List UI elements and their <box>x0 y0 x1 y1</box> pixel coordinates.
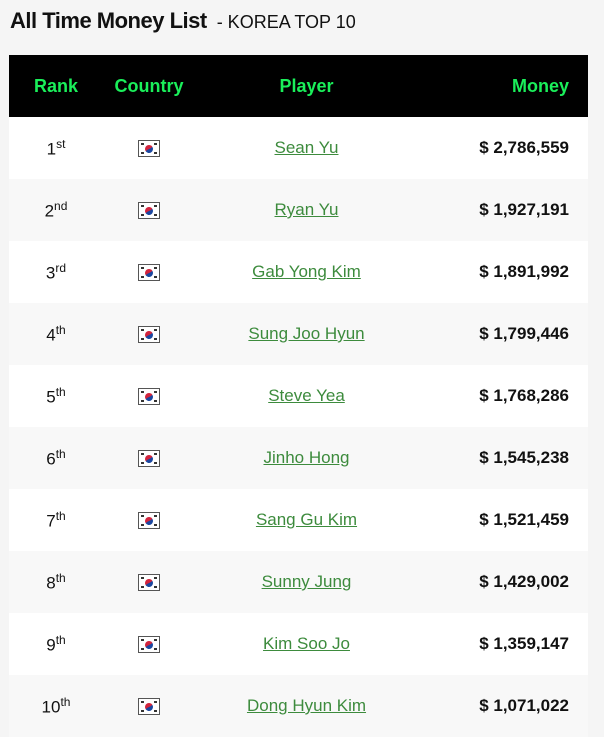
south-korea-flag-icon <box>138 388 160 406</box>
table-row: 1st Sean Yu $ 2,786,559 <box>9 117 588 179</box>
south-korea-flag-icon <box>138 326 160 344</box>
country-cell <box>103 489 195 551</box>
rank-cell: 10th <box>9 675 103 737</box>
south-korea-flag-icon <box>138 574 160 592</box>
player-cell: Sean Yu <box>195 117 418 179</box>
player-link[interactable]: Dong Hyun Kim <box>246 696 367 715</box>
table-row: 5th Steve Yea $ 1,768,286 <box>9 365 588 427</box>
rank-number: 6 <box>46 449 56 469</box>
country-cell <box>103 303 195 365</box>
rank-number: 9 <box>46 635 56 655</box>
country-cell <box>103 675 195 737</box>
player-cell: Dong Hyun Kim <box>195 675 418 737</box>
country-cell <box>103 427 195 489</box>
player-link[interactable]: Kim Soo Jo <box>263 634 350 653</box>
rank-cell: 2nd <box>9 179 103 241</box>
money-cell: $ 1,768,286 <box>418 365 588 427</box>
money-cell: $ 1,429,002 <box>418 551 588 613</box>
money-cell: $ 1,545,238 <box>418 427 588 489</box>
rank-number: 4 <box>46 325 56 345</box>
header-rank: Rank <box>9 55 103 117</box>
table-row: 3rd Gab Yong Kim $ 1,891,992 <box>9 241 588 303</box>
rank-suffix: th <box>60 694 71 709</box>
header-player: Player <box>195 55 418 117</box>
rank-cell: 1st <box>9 117 103 179</box>
rank-cell: 5th <box>9 365 103 427</box>
rank-suffix: rd <box>55 260 67 275</box>
country-cell <box>103 179 195 241</box>
country-cell <box>103 365 195 427</box>
player-link[interactable]: Jinho Hong <box>263 448 350 467</box>
rank-cell: 8th <box>9 551 103 613</box>
rank-number: 10 <box>41 697 61 717</box>
money-cell: $ 1,521,459 <box>418 489 588 551</box>
rank-cell: 3rd <box>9 241 103 303</box>
south-korea-flag-icon <box>138 450 160 468</box>
rank-number: 7 <box>46 511 56 531</box>
south-korea-flag-icon <box>138 264 160 282</box>
country-cell <box>103 613 195 675</box>
rank-suffix: th <box>55 322 66 337</box>
table-header: Rank Country Player Money <box>9 55 588 117</box>
money-cell: $ 2,786,559 <box>418 117 588 179</box>
rank-suffix: th <box>55 632 66 647</box>
player-cell: Ryan Yu <box>195 179 418 241</box>
header-money: Money <box>418 55 588 117</box>
table-row: 8th Sunny Jung $ 1,429,002 <box>9 551 588 613</box>
rank-suffix: th <box>55 384 66 399</box>
south-korea-flag-icon <box>138 698 160 716</box>
rank-suffix: th <box>55 446 66 461</box>
table-row: 9th Kim Soo Jo $ 1,359,147 <box>9 613 588 675</box>
player-link[interactable]: Sunny Jung <box>261 572 352 591</box>
rank-number: 8 <box>46 573 56 593</box>
country-cell <box>103 551 195 613</box>
money-list-table: Rank Country Player Money 1st Sean Yu $ … <box>9 55 588 737</box>
money-cell: $ 1,927,191 <box>418 179 588 241</box>
rank-number: 2 <box>44 201 55 221</box>
south-korea-flag-icon <box>138 636 160 654</box>
table-row: 10th Dong Hyun Kim $ 1,071,022 <box>9 675 588 737</box>
player-cell: Sang Gu Kim <box>195 489 418 551</box>
player-cell: Gab Yong Kim <box>195 241 418 303</box>
rank-number: 5 <box>46 387 56 407</box>
rank-suffix: th <box>55 508 66 523</box>
rank-cell: 9th <box>9 613 103 675</box>
rank-suffix: th <box>55 570 66 585</box>
player-link[interactable]: Gab Yong Kim <box>252 262 361 281</box>
player-cell: Steve Yea <box>195 365 418 427</box>
player-cell: Sung Joo Hyun <box>195 303 418 365</box>
player-link[interactable]: Ryan Yu <box>274 200 339 219</box>
subtitle-text: - KOREA TOP 10 <box>216 12 356 32</box>
table-row: 4th Sung Joo Hyun $ 1,799,446 <box>9 303 588 365</box>
rank-number: 1 <box>46 139 57 159</box>
rank-suffix: nd <box>54 198 68 213</box>
player-link[interactable]: Sean Yu <box>274 138 339 157</box>
south-korea-flag-icon <box>138 512 160 530</box>
country-cell <box>103 241 195 303</box>
money-cell: $ 1,891,992 <box>418 241 588 303</box>
header-country: Country <box>103 55 195 117</box>
money-cell: $ 1,359,147 <box>418 613 588 675</box>
player-link[interactable]: Sang Gu Kim <box>255 510 358 529</box>
title-text: All Time Money List <box>10 8 207 33</box>
rank-cell: 4th <box>9 303 103 365</box>
player-cell: Sunny Jung <box>195 551 418 613</box>
rank-number: 3 <box>45 263 56 283</box>
table-row: 6th Jinho Hong $ 1,545,238 <box>9 427 588 489</box>
player-link[interactable]: Steve Yea <box>268 386 345 405</box>
page-title: All Time Money List - KOREA TOP 10 <box>10 8 356 38</box>
player-cell: Jinho Hong <box>195 427 418 489</box>
player-cell: Kim Soo Jo <box>195 613 418 675</box>
table-row: 7th Sang Gu Kim $ 1,521,459 <box>9 489 588 551</box>
money-cell: $ 1,071,022 <box>418 675 588 737</box>
rank-cell: 6th <box>9 427 103 489</box>
country-cell <box>103 117 195 179</box>
money-cell: $ 1,799,446 <box>418 303 588 365</box>
rank-cell: 7th <box>9 489 103 551</box>
rank-suffix: st <box>56 136 66 151</box>
player-link[interactable]: Sung Joo Hyun <box>248 324 365 343</box>
south-korea-flag-icon <box>138 140 160 158</box>
south-korea-flag-icon <box>138 202 160 220</box>
table-row: 2nd Ryan Yu $ 1,927,191 <box>9 179 588 241</box>
